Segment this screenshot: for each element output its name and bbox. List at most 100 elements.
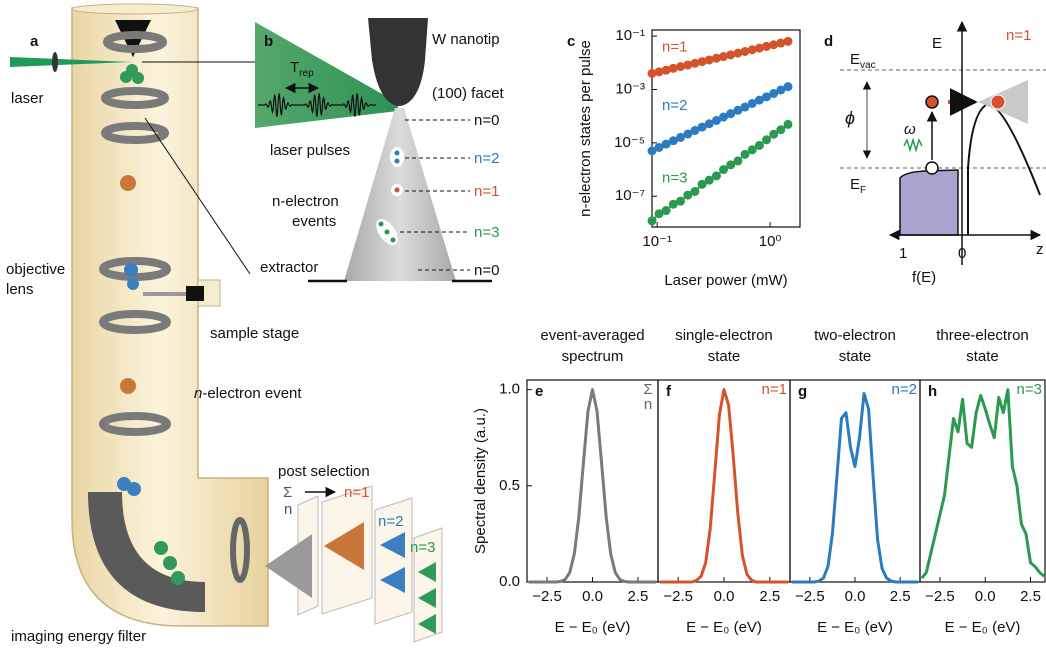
chart: −2.50.02.5n=1fsingle-electronstateE − E₀… — [658, 327, 790, 636]
label-part: E — [850, 176, 860, 193]
sample-holder — [186, 286, 204, 301]
x-tick-label: 0.0 — [714, 588, 735, 605]
label: imaging energy filter — [11, 628, 146, 645]
label: sample stage — [210, 325, 299, 342]
x-tick-label: −2.5 — [663, 588, 693, 605]
electron — [391, 238, 396, 243]
chart-title: two-electron — [814, 327, 896, 344]
electron — [127, 482, 141, 496]
state-label: n=3 — [410, 539, 435, 556]
y-tick-label: 10⁻³ — [615, 80, 645, 97]
level-label: n=1 — [474, 183, 499, 200]
level-label: n=0 — [474, 112, 499, 129]
x-tick-label: 0.0 — [845, 588, 866, 605]
label-part: E — [850, 51, 860, 68]
panel-d: d E n=1 Evac EF ϕ ω z 1 0 f(E) — [824, 22, 1046, 286]
hole — [926, 162, 938, 174]
panel-letter: g — [798, 383, 807, 400]
panel-letter: e — [535, 383, 543, 400]
marker — [733, 156, 742, 165]
y-tick-label: 10⁻⁵ — [614, 134, 645, 151]
x-axis-label: E − E₀ (eV) — [686, 619, 762, 636]
label: z — [1036, 241, 1044, 258]
label: n-electron event — [194, 385, 302, 402]
x-tick-label: 2.5 — [759, 588, 780, 605]
series-label: n=3 — [662, 170, 687, 187]
series-label: n=1 — [762, 381, 787, 398]
electron — [395, 151, 400, 156]
chart-title: three-electron — [936, 327, 1029, 344]
panel-letter: a — [30, 33, 39, 50]
label-part: T — [290, 59, 299, 76]
series-line — [660, 390, 788, 582]
state-label: n=1 — [344, 484, 369, 501]
label-part: vac — [860, 60, 876, 71]
marker — [712, 171, 721, 180]
tag: n — [644, 396, 652, 413]
plot-frame — [527, 380, 658, 582]
series-line — [529, 390, 656, 582]
label: events — [292, 213, 336, 230]
electron — [154, 541, 168, 555]
level-label: n=0 — [474, 262, 499, 279]
figure: a laser objective lens sample stage n-el… — [0, 0, 1046, 648]
panel-letter: f — [666, 383, 672, 400]
chart-title: spectrum — [562, 348, 624, 365]
electron — [126, 64, 138, 76]
x-tick-label: −2.5 — [925, 588, 955, 605]
y-tick-label: 10⁻⁷ — [615, 187, 645, 204]
tick-label: 1 — [899, 245, 907, 262]
marker — [662, 206, 671, 215]
level-label: n=2 — [474, 150, 499, 167]
panel-b: b Trep W nanotip (100) facet laser pulse… — [255, 18, 505, 281]
x-tick-label: −2.5 — [532, 588, 562, 605]
y-tick-label: 0.0 — [499, 573, 520, 590]
panel-letter: d — [824, 33, 833, 50]
chart-title: single-electron — [675, 327, 773, 344]
label-part: F — [860, 185, 866, 196]
x-tick-label: 2.5 — [890, 588, 911, 605]
label: laser pulses — [270, 142, 350, 159]
label: extractor — [260, 259, 318, 276]
x-tick-label: −2.5 — [795, 588, 825, 605]
barrier — [968, 104, 1040, 235]
marker — [690, 187, 699, 196]
state-label: n=2 — [378, 513, 403, 530]
level-label: n=3 — [474, 224, 499, 241]
y-axis-label: n-electron states per pulse — [577, 40, 594, 217]
electron — [379, 222, 384, 227]
marker — [676, 197, 685, 206]
x-tick-label: 2.5 — [1020, 588, 1041, 605]
column-top — [72, 4, 198, 14]
label: Evac — [850, 51, 876, 71]
x-tick-label: 0.0 — [975, 588, 996, 605]
label: (100) facet — [432, 85, 505, 102]
plot-frame — [658, 380, 790, 582]
plot-frame — [790, 380, 920, 582]
laser-lens — [52, 52, 58, 72]
label: post selection — [278, 463, 370, 480]
sum-index: n — [284, 501, 292, 518]
electron — [395, 188, 400, 193]
y-tick-label: 1.0 — [499, 381, 520, 398]
x-tick-label: 2.5 — [628, 588, 649, 605]
marker — [762, 135, 771, 144]
electron — [120, 175, 136, 191]
series-label: n=2 — [662, 97, 687, 114]
label: laser — [11, 90, 44, 107]
electron — [163, 556, 177, 570]
event — [390, 147, 404, 167]
label: ϕ — [845, 108, 855, 128]
chart: −2.50.02.5n=3hthree-electronstateE − E₀ … — [920, 327, 1045, 636]
series-line — [792, 393, 918, 582]
x-axis-label: E − E₀ (eV) — [945, 619, 1021, 636]
x-axis-label: E − E₀ (eV) — [817, 619, 893, 636]
electron — [385, 230, 390, 235]
label-part: -electron event — [202, 385, 302, 402]
electron — [991, 95, 1005, 109]
electron — [395, 159, 400, 164]
series-label: n=3 — [1017, 381, 1042, 398]
marker — [648, 216, 657, 225]
panel-letter: b — [264, 33, 273, 50]
electron — [926, 96, 938, 108]
